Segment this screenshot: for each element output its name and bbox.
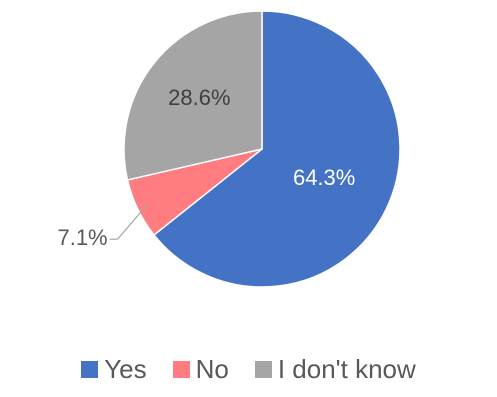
- legend-item-yes: Yes: [81, 354, 147, 384]
- legend-swatch-yes: [81, 360, 99, 378]
- pie-slices: [123, 10, 401, 288]
- legend-item-no: No: [172, 354, 229, 384]
- legend-label-i-dont-know: I don't know: [277, 354, 416, 384]
- pie-data-labels: 64.3% 7.1% 28.6%: [57, 85, 355, 250]
- leader-line-no: [117, 203, 149, 240]
- slice-yes: [152, 10, 401, 288]
- legend-item-i-dont-know: I don't know: [254, 354, 416, 384]
- legend: Yes No I don't know: [0, 356, 497, 382]
- slice-i-dont-know: [123, 10, 263, 181]
- legend-label-yes: Yes: [104, 354, 147, 384]
- data-label-yes: 64.3%: [293, 165, 355, 190]
- legend-swatch-no: [172, 360, 190, 378]
- data-label-i-dont-know: 28.6%: [168, 85, 230, 110]
- legend-swatch-i-dont-know: [254, 360, 272, 378]
- legend-label-no: No: [195, 354, 229, 384]
- data-label-no: 7.1%: [57, 225, 107, 250]
